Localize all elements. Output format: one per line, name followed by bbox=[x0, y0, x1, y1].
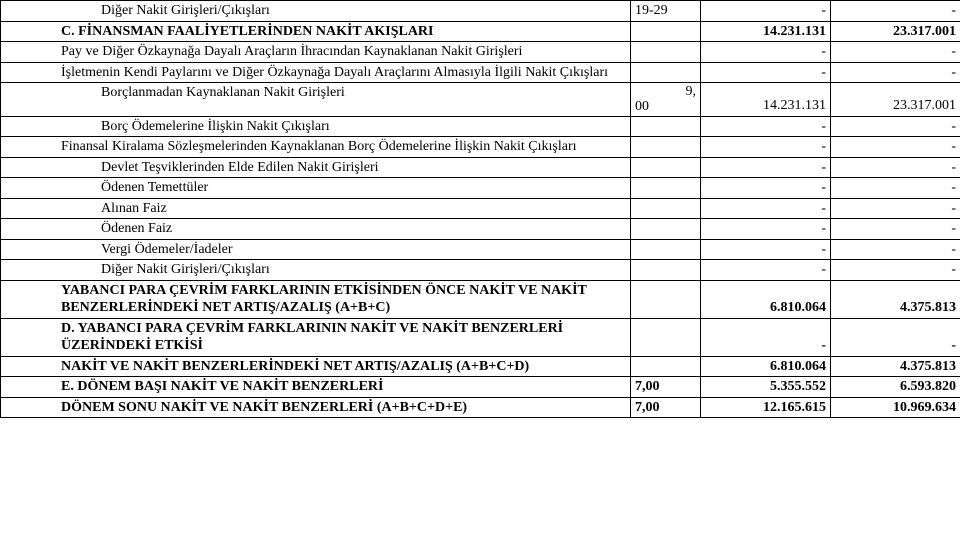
row-note bbox=[631, 157, 701, 178]
table-row: Ödenen Faiz -- bbox=[1, 219, 960, 240]
table-row: Borç Ödemelerine İlişkin Nakit Çıkışları… bbox=[1, 116, 960, 137]
row-label: NAKİT VE NAKİT BENZERLERİNDEKİ NET ARTIŞ… bbox=[1, 356, 631, 377]
row-value-2: 10.969.634 bbox=[831, 397, 960, 418]
table-row: Alınan Faiz -- bbox=[1, 198, 960, 219]
row-note bbox=[631, 198, 701, 219]
row-label: Vergi Ödemeler/İadeler bbox=[1, 239, 631, 260]
row-value-2: - bbox=[831, 62, 960, 83]
row-value-2: - bbox=[831, 318, 960, 356]
row-value-1: - bbox=[701, 178, 831, 199]
row-label: Diğer Nakit Girişleri/Çıkışları bbox=[1, 260, 631, 281]
cashflow-table: Diğer Nakit Girişleri/Çıkışları19-29--C.… bbox=[0, 0, 960, 418]
row-value-2: - bbox=[831, 116, 960, 137]
table-row: E. DÖNEM BAŞI NAKİT VE NAKİT BENZERLERİ7… bbox=[1, 377, 960, 398]
row-value-2: 6.593.820 bbox=[831, 377, 960, 398]
row-value-1: - bbox=[701, 260, 831, 281]
row-value-2: - bbox=[831, 198, 960, 219]
row-value-1: 12.165.615 bbox=[701, 397, 831, 418]
row-note: 19-29 bbox=[631, 1, 701, 22]
row-label: Ödenen Temettüler bbox=[1, 178, 631, 199]
table-row: NAKİT VE NAKİT BENZERLERİNDEKİ NET ARTIŞ… bbox=[1, 356, 960, 377]
row-label: Finansal Kiralama Sözleşmelerinden Kayna… bbox=[1, 137, 631, 158]
row-label: Devlet Teşviklerinden Elde Edilen Nakit … bbox=[1, 157, 631, 178]
row-value-1: 5.355.552 bbox=[701, 377, 831, 398]
table-row: C. FİNANSMAN FAALİYETLERİNDEN NAKİT AKIŞ… bbox=[1, 21, 960, 42]
row-value-1: - bbox=[701, 116, 831, 137]
table-row: D. YABANCI PARA ÇEVRİM FARKLARININ NAKİT… bbox=[1, 318, 960, 356]
row-label: C. FİNANSMAN FAALİYETLERİNDEN NAKİT AKIŞ… bbox=[1, 21, 631, 42]
table-row: Finansal Kiralama Sözleşmelerinden Kayna… bbox=[1, 137, 960, 158]
row-value-1: 6.810.064 bbox=[701, 280, 831, 318]
row-value-1: - bbox=[701, 62, 831, 83]
row-value-1: - bbox=[701, 157, 831, 178]
row-label: D. YABANCI PARA ÇEVRİM FARKLARININ NAKİT… bbox=[1, 318, 631, 356]
row-label: Alınan Faiz bbox=[1, 198, 631, 219]
row-value-1: 14.231.131 bbox=[701, 83, 831, 117]
row-value-1: 6.810.064 bbox=[701, 356, 831, 377]
row-value-1: - bbox=[701, 198, 831, 219]
row-label: İşletmenin Kendi Paylarını ve Diğer Özka… bbox=[1, 62, 631, 83]
table-row: Vergi Ödemeler/İadeler -- bbox=[1, 239, 960, 260]
row-note bbox=[631, 356, 701, 377]
row-value-1: 14.231.131 bbox=[701, 21, 831, 42]
row-note bbox=[631, 116, 701, 137]
table-row: Diğer Nakit Girişleri/Çıkışları19-29-- bbox=[1, 1, 960, 22]
row-label: Ödenen Faiz bbox=[1, 219, 631, 240]
row-value-2: - bbox=[831, 239, 960, 260]
row-label: Diğer Nakit Girişleri/Çıkışları bbox=[1, 1, 631, 22]
table-row: Ödenen Temettüler -- bbox=[1, 178, 960, 199]
row-label: Borçlanmadan Kaynaklanan Nakit Girişleri bbox=[1, 83, 631, 117]
row-value-1: - bbox=[701, 318, 831, 356]
row-value-2: 4.375.813 bbox=[831, 280, 960, 318]
row-label: Pay ve Diğer Özkaynağa Dayalı Araçların … bbox=[1, 42, 631, 63]
row-note bbox=[631, 280, 701, 318]
row-value-1: - bbox=[701, 42, 831, 63]
row-label: YABANCI PARA ÇEVRİM FARKLARININ ETKİSİND… bbox=[1, 280, 631, 318]
row-value-2: - bbox=[831, 42, 960, 63]
row-note: 9,00 bbox=[631, 83, 701, 117]
row-note bbox=[631, 318, 701, 356]
row-note bbox=[631, 219, 701, 240]
row-value-2: - bbox=[831, 260, 960, 281]
row-value-1: - bbox=[701, 137, 831, 158]
table-row: İşletmenin Kendi Paylarını ve Diğer Özka… bbox=[1, 62, 960, 83]
row-value-1: - bbox=[701, 219, 831, 240]
row-value-1: - bbox=[701, 239, 831, 260]
row-value-1: - bbox=[701, 1, 831, 22]
row-note bbox=[631, 42, 701, 63]
row-value-2: - bbox=[831, 1, 960, 22]
row-note bbox=[631, 239, 701, 260]
table-row: DÖNEM SONU NAKİT VE NAKİT BENZERLERİ (A+… bbox=[1, 397, 960, 418]
row-value-2: 4.375.813 bbox=[831, 356, 960, 377]
row-label: DÖNEM SONU NAKİT VE NAKİT BENZERLERİ (A+… bbox=[1, 397, 631, 418]
row-label: E. DÖNEM BAŞI NAKİT VE NAKİT BENZERLERİ bbox=[1, 377, 631, 398]
table-row: Pay ve Diğer Özkaynağa Dayalı Araçların … bbox=[1, 42, 960, 63]
row-value-2: 23.317.001 bbox=[831, 21, 960, 42]
table-row: YABANCI PARA ÇEVRİM FARKLARININ ETKİSİND… bbox=[1, 280, 960, 318]
table-row: Borçlanmadan Kaynaklanan Nakit Girişleri… bbox=[1, 83, 960, 117]
table-row: Devlet Teşviklerinden Elde Edilen Nakit … bbox=[1, 157, 960, 178]
row-value-2: - bbox=[831, 219, 960, 240]
row-value-2: - bbox=[831, 178, 960, 199]
row-note bbox=[631, 62, 701, 83]
row-value-2: - bbox=[831, 137, 960, 158]
row-value-2: 23.317.001 bbox=[831, 83, 960, 117]
row-note: 7,00 bbox=[631, 377, 701, 398]
row-note bbox=[631, 260, 701, 281]
row-label: Borç Ödemelerine İlişkin Nakit Çıkışları bbox=[1, 116, 631, 137]
row-note bbox=[631, 137, 701, 158]
row-value-2: - bbox=[831, 157, 960, 178]
row-note bbox=[631, 21, 701, 42]
table-row: Diğer Nakit Girişleri/Çıkışları -- bbox=[1, 260, 960, 281]
row-note: 7,00 bbox=[631, 397, 701, 418]
row-note bbox=[631, 178, 701, 199]
